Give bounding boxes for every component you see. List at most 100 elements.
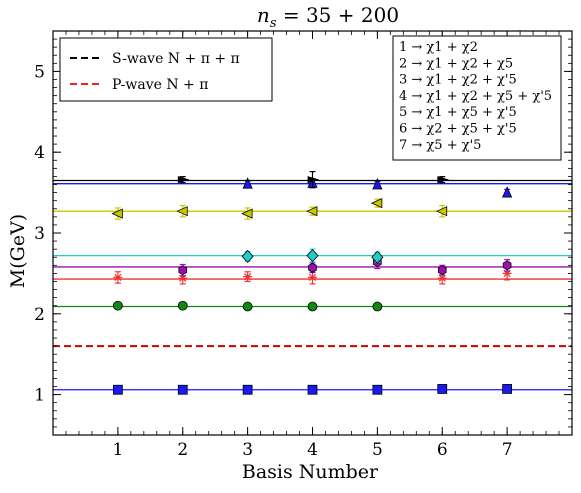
chart-title: ns = 35 + 200	[257, 3, 399, 31]
marker-hexagon	[308, 262, 317, 273]
marker-square	[242, 384, 253, 395]
data-point	[437, 264, 447, 276]
marker-triangle-right	[177, 176, 190, 184]
legend-frame	[59, 37, 273, 102]
marker-star-d2	[244, 273, 252, 281]
data-point	[306, 248, 319, 263]
marker-triangle-right	[437, 176, 450, 184]
chart-title-rest: = 35 + 200	[276, 3, 399, 27]
x-tick-label: 2	[177, 440, 188, 460]
marker-star-d2	[114, 273, 122, 282]
marker-circle	[242, 301, 253, 312]
marker-star-d2	[308, 273, 317, 282]
x-tick-label: 5	[372, 440, 383, 460]
x-tick-label: 3	[242, 440, 253, 460]
basis-definition: 7 → χ5 + χ'5	[399, 138, 481, 153]
data-point	[241, 249, 254, 264]
data-point	[242, 301, 253, 312]
data-point	[241, 207, 253, 220]
data-point	[307, 170, 320, 189]
y-tick-label: 4	[34, 143, 45, 163]
marker-hexagon	[178, 265, 188, 276]
marker-circle	[372, 301, 383, 312]
marker-triangle-left	[306, 206, 318, 217]
chart-title-s: s	[270, 16, 277, 31]
legend: S-wave N + π + π P-wave N + π	[59, 37, 273, 102]
legend-label: S-wave N + π + π	[112, 51, 240, 67]
marker-triangle-up	[502, 186, 513, 198]
plot-area: 1 2 3 4 5 6 7 1 2 3 4 5 S-wave N + π + π P-wave N + π…	[34, 30, 573, 460]
marker-square	[112, 384, 123, 395]
basis-definition: 5 → χ1 + χ5 + χ'5	[399, 105, 517, 120]
data-point	[306, 206, 318, 217]
basis-definition: 6 → χ2 + χ5 + χ'5	[399, 122, 517, 137]
marker-triangle-left	[370, 197, 383, 209]
y-axis-label: M(GeV)	[7, 214, 29, 288]
marker-triangle-left	[111, 208, 123, 219]
data-point	[112, 384, 123, 395]
marker-circle	[307, 301, 318, 312]
data-point	[372, 178, 383, 190]
chart-title-n: n	[257, 3, 270, 27]
data-point	[307, 301, 318, 312]
data-point	[307, 384, 318, 395]
data-point	[437, 384, 448, 394]
marker-diamond	[306, 249, 319, 263]
basis-legend: 1 → χ1 + χ22 → χ1 + χ2 + χ5 3 → χ1 + χ2 +…	[392, 35, 562, 161]
basis-definition: 1 → χ1 + χ2	[399, 40, 478, 55]
data-point	[370, 197, 383, 209]
marker-triangle-right	[307, 176, 320, 184]
marker-triangle-up	[242, 177, 253, 189]
data-point	[178, 263, 188, 277]
data-point	[113, 271, 123, 284]
y-tick-label: 1	[34, 386, 45, 406]
x-tick-label: 1	[112, 440, 123, 460]
marker-square	[307, 384, 318, 395]
data-point	[437, 176, 450, 184]
marker-triangle-left	[241, 208, 253, 219]
basis-definition: 4 → χ1 + χ2 + χ5 + χ'5	[399, 89, 552, 104]
x-tick-label: 4	[307, 440, 318, 460]
data-point	[177, 384, 188, 395]
data-point	[372, 301, 383, 312]
marker-triangle-left	[176, 206, 188, 217]
data-point	[372, 384, 383, 395]
data-point	[177, 176, 190, 184]
data-point	[176, 204, 188, 218]
y-tick-label: 2	[34, 305, 45, 325]
data-point	[308, 262, 317, 274]
data-point	[502, 259, 512, 272]
data-point	[502, 384, 513, 394]
marker-square	[372, 384, 383, 395]
basis-definition: 3 → χ1 + χ2 + χ'5	[399, 73, 517, 88]
y-tick-label: 3	[34, 224, 45, 244]
marker-square	[437, 384, 448, 394]
marker-circle	[177, 300, 188, 311]
data-point	[112, 300, 123, 311]
data-point	[502, 186, 513, 198]
basis-definition: 2 → χ1 + χ2 + χ5	[399, 56, 513, 71]
marker-star-d2	[438, 274, 446, 282]
data-point	[177, 300, 188, 311]
basis-legend-frame	[392, 35, 562, 161]
x-axis-label: Basis Number	[242, 461, 379, 483]
x-tick-label: 6	[437, 440, 448, 460]
data-point	[435, 204, 448, 218]
data-point	[111, 207, 123, 220]
marker-hexagon	[437, 265, 447, 276]
data-point	[371, 250, 384, 264]
marker-diamond	[241, 249, 254, 264]
marker-triangle-left	[435, 206, 448, 217]
legend-label: P-wave N + π	[112, 77, 208, 93]
y-tick-label: 5	[34, 62, 45, 82]
marker-circle	[112, 300, 123, 311]
data-point	[242, 384, 253, 395]
marker-diamond	[371, 250, 384, 264]
marker-triangle-up	[372, 178, 383, 190]
marker-square	[502, 384, 513, 394]
x-tick-label: 7	[502, 440, 513, 460]
data-point	[243, 271, 253, 283]
marker-hexagon	[502, 260, 512, 271]
marker-square	[177, 384, 188, 395]
